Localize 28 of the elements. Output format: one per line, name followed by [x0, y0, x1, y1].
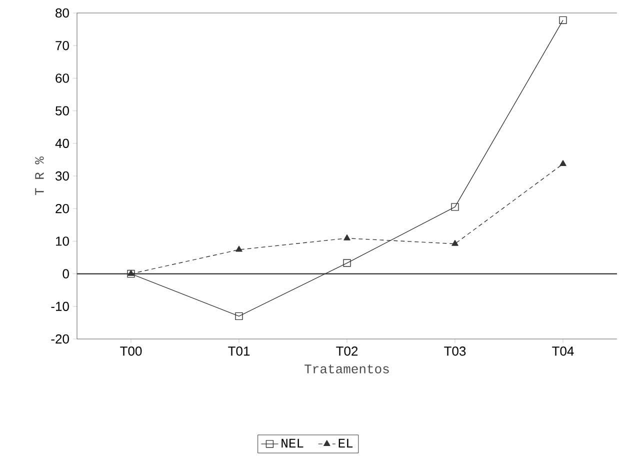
y-axis-title: T R % [35, 156, 44, 196]
y-tick-label: 10 [56, 236, 69, 246]
point [559, 16, 567, 24]
x-tick-label: T03 [444, 346, 466, 356]
y-tick-label: -20 [51, 334, 69, 344]
y-tick-label: 80 [56, 8, 69, 18]
point [560, 160, 566, 166]
y-tick-label: 50 [56, 106, 69, 116]
x-tick-label: T01 [228, 346, 250, 356]
y-tick-label: -10 [51, 302, 69, 311]
y-tick-label: 30 [56, 171, 69, 181]
y-tick-label: 0 [62, 269, 69, 278]
y-tick-label: 70 [56, 40, 69, 50]
point [344, 234, 350, 240]
y-tick-label: 40 [55, 138, 69, 148]
point [343, 259, 351, 267]
x-axis-title: Tratamentos [304, 364, 389, 374]
point [235, 312, 243, 320]
point [451, 203, 459, 211]
legend-label: NEL [282, 438, 304, 448]
point [236, 246, 242, 252]
point [452, 240, 458, 246]
x-tick-label: T02 [336, 346, 358, 356]
y-tick-label: 60 [56, 74, 69, 83]
legend-label: EL [338, 438, 353, 448]
y-tick-label: 20 [56, 204, 69, 214]
x-tick-label: T00 [120, 346, 142, 356]
x-tick-label: T04 [552, 346, 574, 356]
